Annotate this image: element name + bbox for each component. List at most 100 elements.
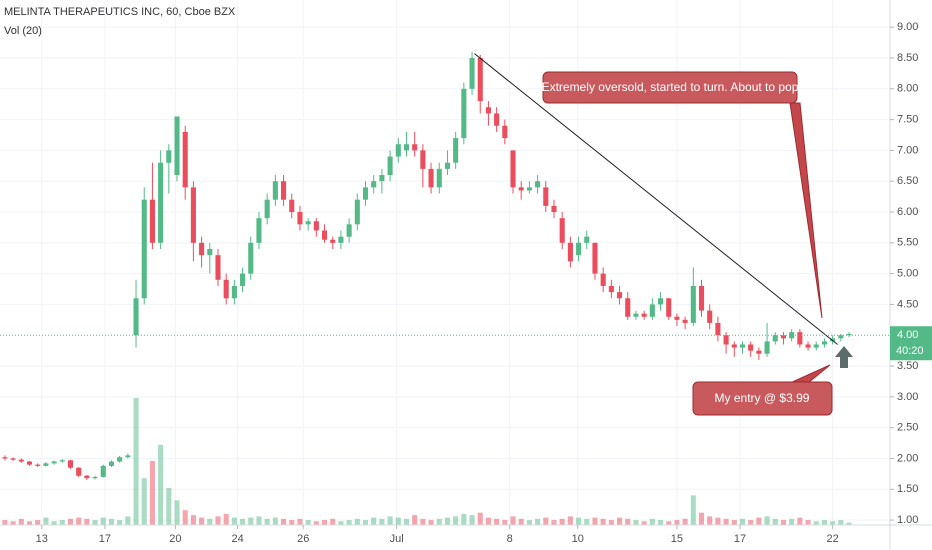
volume-bar bbox=[510, 516, 516, 525]
volume-bar bbox=[764, 516, 770, 525]
candle-body bbox=[600, 273, 606, 286]
annotation-text: Extremely oversold, started to turn. Abo… bbox=[542, 80, 799, 94]
candle-body bbox=[67, 460, 74, 468]
callout-tail bbox=[789, 102, 823, 319]
y-tick-label: 1.00 bbox=[897, 514, 918, 526]
volume-bar bbox=[436, 518, 442, 525]
candle-body bbox=[141, 199, 147, 299]
candle-body bbox=[428, 168, 434, 188]
callout-box bbox=[542, 71, 798, 104]
chart-title: MELINTA THERAPEUTICS INC, 60, Cboe BZX bbox=[4, 6, 236, 18]
volume-bar bbox=[567, 516, 573, 525]
candle-body bbox=[223, 279, 229, 299]
candle-body bbox=[108, 461, 114, 466]
volume-bar bbox=[76, 517, 82, 525]
volume-bar bbox=[641, 521, 647, 525]
candle-body bbox=[133, 298, 139, 336]
trend-line bbox=[474, 53, 838, 345]
volume-bar bbox=[346, 520, 352, 525]
candle-body bbox=[149, 199, 155, 243]
volume-bar bbox=[305, 520, 311, 525]
volume-bar bbox=[813, 521, 819, 525]
volume-bar bbox=[117, 520, 123, 525]
x-tick-label: 22 bbox=[827, 533, 839, 545]
volume-layer bbox=[2, 397, 852, 525]
volume-bar bbox=[92, 520, 98, 525]
volume-bar bbox=[707, 516, 713, 525]
candle-body bbox=[518, 187, 524, 191]
volume-bar bbox=[821, 520, 827, 525]
candle-body bbox=[477, 57, 483, 102]
candle-body bbox=[215, 255, 221, 280]
candle-body bbox=[395, 144, 401, 157]
candle-body bbox=[821, 341, 827, 345]
y-tick-label: 3.00 bbox=[897, 391, 918, 403]
volume-bar bbox=[133, 397, 139, 525]
volume-bar bbox=[420, 518, 426, 525]
volume-bar bbox=[297, 518, 303, 525]
volume-bar bbox=[412, 515, 418, 525]
volume-bar bbox=[535, 518, 541, 525]
candle-body bbox=[535, 181, 541, 188]
candle-body bbox=[92, 476, 98, 479]
volume-bar bbox=[682, 518, 688, 525]
candle-body bbox=[379, 175, 385, 182]
candle-body bbox=[158, 162, 164, 243]
volume-bar bbox=[576, 517, 582, 525]
candle-body bbox=[641, 313, 647, 317]
volume-bar bbox=[379, 518, 385, 525]
candle-body bbox=[231, 285, 237, 299]
volume-bar bbox=[158, 444, 164, 525]
volume-bar bbox=[35, 520, 41, 525]
volume-bar bbox=[469, 515, 475, 525]
volume-bar bbox=[780, 520, 787, 525]
volume-bar bbox=[387, 516, 393, 525]
candle-body bbox=[313, 221, 319, 231]
candle-body bbox=[436, 168, 442, 188]
volume-bar bbox=[2, 520, 8, 525]
candle-body bbox=[772, 335, 778, 342]
candle-body bbox=[321, 230, 328, 240]
y-tick-label: 8.50 bbox=[897, 52, 918, 64]
volume-bar bbox=[231, 517, 237, 525]
x-tick-label: 8 bbox=[507, 533, 513, 545]
x-tick-label: 20 bbox=[169, 533, 181, 545]
candle-body bbox=[748, 344, 754, 351]
y-tick-label: 8.00 bbox=[897, 83, 918, 95]
candle-body bbox=[461, 88, 467, 139]
candle-body bbox=[125, 455, 131, 458]
volume-label: Vol (20) bbox=[4, 25, 42, 37]
annotation-oversold: Extremely oversold, started to turn. Abo… bbox=[542, 71, 823, 319]
x-tick-label: 17 bbox=[734, 533, 746, 545]
volume-bar bbox=[739, 518, 746, 525]
candle-body bbox=[256, 218, 262, 243]
candle-body bbox=[805, 344, 811, 348]
volume-bar bbox=[690, 495, 696, 525]
candle-body bbox=[625, 298, 631, 317]
volume-bar bbox=[18, 518, 24, 525]
axes: 1.00 1.50 2.00 2.50 3.00 3.50 4.50 5.00 5.50 6.00… bbox=[36, 21, 919, 545]
candle-body bbox=[780, 335, 787, 339]
volume-bar bbox=[125, 516, 131, 525]
countdown-label: 40:20 bbox=[896, 345, 924, 357]
volume-bar bbox=[657, 520, 664, 525]
candle-body bbox=[526, 187, 532, 191]
volume-bar bbox=[289, 520, 295, 525]
candle-body bbox=[502, 125, 508, 139]
volume-bar bbox=[215, 516, 221, 525]
candle-body bbox=[551, 205, 557, 213]
candle-body bbox=[838, 335, 844, 339]
candle-body bbox=[494, 113, 500, 126]
volume-bar bbox=[26, 521, 33, 525]
volume-bar bbox=[674, 520, 680, 525]
candle-body bbox=[592, 242, 598, 274]
volume-bar bbox=[108, 518, 114, 525]
volume-bar bbox=[444, 517, 450, 525]
candle-body bbox=[190, 187, 196, 243]
volume-bar bbox=[403, 518, 410, 525]
candle-body bbox=[289, 199, 295, 213]
volume-bar bbox=[256, 516, 262, 525]
candle-body bbox=[723, 335, 729, 345]
volume-bar bbox=[494, 518, 500, 525]
